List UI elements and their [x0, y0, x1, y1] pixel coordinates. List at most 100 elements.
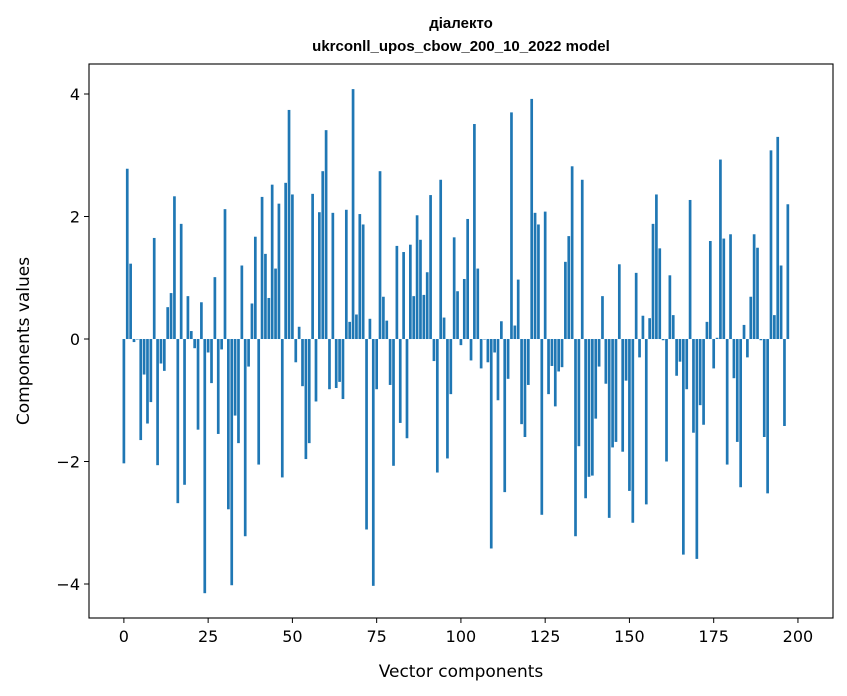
bar-191 [766, 339, 769, 494]
bar-37 [247, 339, 250, 367]
x-tick-label: 0 [119, 627, 129, 646]
bar-138 [587, 339, 591, 477]
bar-121 [530, 98, 534, 340]
x-axis-ticks: 0 25 50 75 100 125 150 175 200 [119, 618, 813, 646]
bar-38 [250, 303, 254, 340]
bar-158 [655, 194, 658, 340]
bar-91 [429, 195, 432, 340]
bar-28 [216, 339, 220, 434]
bar-34 [237, 339, 240, 444]
bar-116 [513, 325, 517, 340]
bar-193 [773, 315, 776, 340]
bar-77 [382, 296, 385, 340]
bar-4 [136, 339, 139, 340]
x-tick-label: 50 [282, 627, 302, 646]
bar-156 [648, 318, 652, 340]
bar-131 [564, 261, 567, 340]
bar-109 [489, 339, 493, 549]
bar-111 [496, 339, 500, 401]
y-tick-label: −4 [56, 575, 80, 594]
bar-147 [617, 264, 621, 340]
x-tick-label: 25 [198, 627, 218, 646]
bar-73 [368, 318, 372, 340]
bar-160 [661, 339, 665, 341]
bar-166 [682, 339, 685, 555]
bar-117 [516, 279, 520, 340]
x-tick-label: 200 [783, 627, 814, 646]
bar-104 [473, 124, 476, 340]
bar-194 [776, 136, 780, 340]
bar-70 [358, 214, 362, 340]
bar-36 [243, 339, 247, 537]
bar-79 [388, 339, 392, 385]
bar-60 [324, 130, 328, 340]
bar-142 [601, 296, 604, 340]
bar-165 [678, 339, 682, 362]
bar-182 [735, 339, 739, 442]
bar-84 [405, 339, 409, 439]
bar-35 [240, 265, 244, 340]
bar-6 [142, 339, 146, 375]
bar-75 [375, 339, 379, 390]
bar-13 [166, 307, 170, 340]
bar-72 [365, 339, 368, 530]
bar-155 [644, 339, 648, 505]
bar-175 [712, 339, 716, 369]
bar-54 [304, 339, 308, 460]
bar-52 [297, 326, 301, 340]
bar-18 [183, 339, 186, 485]
bar-56 [311, 193, 314, 340]
bar-148 [621, 339, 625, 452]
bar-144 [607, 339, 611, 518]
bar-129 [557, 339, 561, 372]
bar-81 [395, 245, 399, 340]
bar-169 [692, 339, 695, 433]
bar-179 [725, 339, 729, 465]
bar-17 [179, 223, 183, 340]
bar-161 [665, 339, 668, 462]
bar-102 [466, 218, 470, 340]
bar-184 [742, 324, 746, 340]
bar-87 [415, 215, 419, 340]
bar-187 [752, 234, 756, 340]
x-axis-label: Vector components [379, 662, 544, 682]
bar-135 [577, 339, 581, 447]
bar-19 [186, 296, 190, 340]
bar-185 [746, 339, 749, 358]
bar-9 [152, 237, 156, 340]
bar-107 [483, 339, 486, 340]
bar-192 [769, 150, 773, 340]
chart-title-line2: ukrconll_upos_cbow_200_10_2022 model [312, 38, 610, 55]
x-tick-label: 100 [446, 627, 477, 646]
bar-27 [213, 277, 217, 340]
bar-136 [580, 179, 584, 340]
bar-188 [756, 247, 759, 340]
bar-197 [786, 204, 790, 340]
bar-44 [270, 184, 274, 340]
bar-63 [334, 339, 338, 389]
bar-71 [361, 224, 365, 340]
bar-42 [264, 253, 267, 340]
bar-43 [267, 297, 271, 340]
bar-113 [503, 339, 507, 493]
plot-frame [88, 63, 834, 619]
bar-78 [385, 320, 389, 340]
bar-23 [200, 302, 203, 340]
bar-57 [314, 339, 318, 402]
bar-140 [594, 339, 598, 419]
bar-164 [675, 339, 678, 376]
x-tick-label: 175 [698, 627, 729, 646]
bar-65 [341, 339, 345, 400]
bar-31 [227, 339, 230, 510]
bar-0 [122, 339, 126, 464]
bar-145 [611, 339, 614, 448]
bar-105 [476, 268, 480, 340]
bar-189 [759, 339, 763, 341]
bar-178 [722, 238, 726, 340]
bar-29 [220, 339, 223, 350]
bar-110 [493, 339, 496, 353]
chart-title-line1: діалекто [429, 15, 493, 32]
bar-126 [547, 339, 550, 395]
bar-41 [260, 196, 264, 340]
